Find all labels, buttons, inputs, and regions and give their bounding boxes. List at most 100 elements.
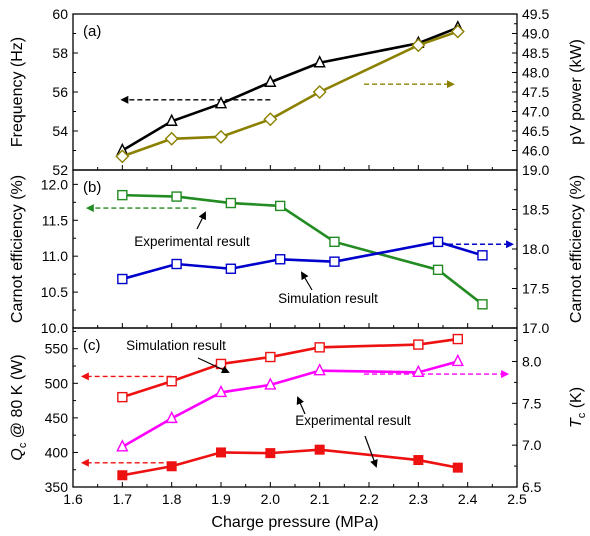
y-left-tick-label: 11.5 [42,212,68,228]
data-point [329,256,340,267]
data-point [432,264,444,276]
data-point [171,191,182,202]
y-right-tick-label: 6.5 [522,479,542,495]
annotation-arrow [296,396,306,415]
data-point [265,448,276,459]
x-tick-label: 2.1 [310,491,330,507]
x-axis-label: Charge pressure (MPa) [211,514,378,531]
y-right-tick-label: 46.0 [522,143,549,159]
data-point [313,363,326,376]
y-right-tick-label: 47.0 [522,104,549,120]
x-tick-label: 2.2 [359,491,379,507]
data-point [214,384,228,398]
data-point [117,470,128,481]
data-point [265,351,276,363]
y-right-tick-label: 8.0 [522,353,542,369]
series-line [122,193,484,306]
y-left-tick-label: 60 [52,6,68,22]
data-point [116,439,129,452]
data-point [313,55,326,68]
data-point [452,462,463,473]
plot-frame [72,13,518,171]
x-tick-label: 2.3 [409,491,429,507]
data-point [314,342,325,353]
panel-label: (a) [83,23,101,40]
panel-b: 10.0 10.5 11.0 11.5 12.0 17.0 17.5 18.0 18.5 19.0… [9,162,585,336]
y-right-tick-label: 17.0 [522,320,549,336]
panel-label: (c) [83,337,101,354]
data-point [264,74,277,87]
data-point [115,149,130,164]
data-point [451,353,464,367]
data-point [411,38,426,53]
x-tick-label: 1.9 [211,491,231,507]
data-point [432,236,444,248]
y-right-axis-label: Tc (K) [568,387,588,428]
data-point [117,189,128,201]
annotation-arrow [197,357,230,374]
panel-c: 1.6 1.7 1.8 1.9 2.0 2.1 2.2 2.3 2.4 2.5 350 400 450 5… [9,327,588,531]
y-right-axis-label: pV power (kW) [568,39,585,145]
data-point [263,112,278,127]
data-point [450,24,465,39]
y-right-tick-label: 49.0 [522,26,549,42]
y-left-tick-label: 11.0 [42,248,68,264]
x-tick-label: 2.5 [507,491,527,507]
y-left-tick-label: 12.0 [41,176,68,192]
data-point [275,254,286,265]
y-left-tick-label: 450 [45,410,69,426]
data-point [164,131,179,146]
y-left-axis-label: Frequency (Hz) [9,37,26,147]
data-point [165,410,178,424]
y-left-tick-label: 550 [45,341,69,357]
y-right-tick-label: 49.5 [522,6,549,22]
y-left-tick-label: 500 [45,375,69,391]
data-point [225,263,237,274]
y-right-tick-label: 18.5 [522,202,549,218]
data-point [477,299,488,310]
annotation-label: Experimental result [295,413,411,428]
y-left-tick-label: 350 [45,479,69,495]
panel-label: (b) [83,179,101,196]
y-right-tick-label: 7.5 [522,395,542,411]
annotation-arrow [364,435,378,468]
data-point [413,339,424,350]
data-point [477,250,488,261]
data-point [171,258,182,270]
y-left-tick-label: 54 [52,123,68,139]
data-point [452,333,463,345]
y-right-tick-label: 18.0 [522,241,549,257]
y-right-tick-label: 7.0 [522,437,542,453]
annotation-label: Experimental result [134,234,250,249]
y-left-tick-label: 10.0 [41,320,68,336]
data-point [225,197,237,209]
x-tick-label: 1.8 [162,491,182,507]
series-line [121,26,459,152]
y-left-tick-label: 58 [52,45,68,61]
x-tick-label: 2.0 [261,491,281,507]
data-point [329,236,340,248]
data-point [117,391,128,403]
data-point [214,96,228,109]
data-point [314,444,325,455]
y-left-tick-label: 400 [45,444,69,460]
x-tick-label: 1.7 [113,491,133,507]
data-point [264,377,277,390]
data-point [117,273,128,285]
x-tick-label: 2.4 [458,491,478,507]
y-right-tick-label: 46.5 [522,123,549,139]
y-right-tick-label: 47.5 [522,84,549,100]
data-point [165,113,178,126]
annotation-arrow [196,211,206,230]
data-point [412,364,425,378]
y-left-tick-label: 10.5 [41,284,68,300]
data-point [275,200,286,212]
y-right-tick-label: 19.0 [522,162,549,178]
annotation-arrow [300,271,313,291]
data-point [166,376,177,387]
y-right-tick-label: 48.5 [522,45,549,61]
y-left-axis-label: Carnot efficiency (%) [9,175,26,323]
data-point [166,461,177,472]
data-point [312,85,327,99]
